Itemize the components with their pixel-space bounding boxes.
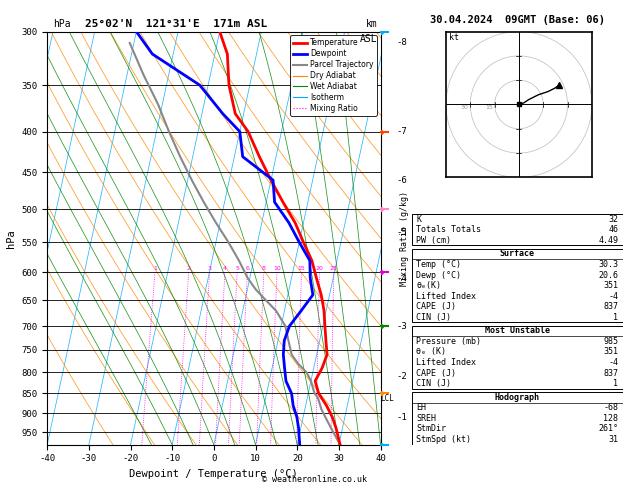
- Text: 837: 837: [603, 302, 618, 311]
- Text: 351: 351: [603, 281, 618, 290]
- Text: CIN (J): CIN (J): [416, 312, 451, 322]
- Text: 4.49: 4.49: [599, 236, 618, 245]
- Text: LCL: LCL: [381, 394, 394, 403]
- Text: 30.3: 30.3: [599, 260, 618, 269]
- Text: CAPE (J): CAPE (J): [416, 302, 456, 311]
- Text: 2: 2: [187, 266, 191, 271]
- Text: Hodograph: Hodograph: [495, 393, 540, 402]
- Text: 1: 1: [613, 379, 618, 388]
- Text: ASL: ASL: [360, 34, 377, 44]
- Text: 30: 30: [461, 105, 469, 110]
- Text: 25: 25: [330, 266, 338, 271]
- Text: hPa: hPa: [53, 19, 71, 29]
- Text: 261°: 261°: [599, 424, 618, 434]
- Text: -68: -68: [603, 403, 618, 412]
- Text: Temp (°C): Temp (°C): [416, 260, 461, 269]
- Text: 20.6: 20.6: [599, 271, 618, 279]
- Text: Totals Totals: Totals Totals: [416, 225, 481, 234]
- Bar: [412, 214, 623, 245]
- Text: 6: 6: [245, 266, 249, 271]
- Text: -7: -7: [396, 127, 407, 136]
- Text: -2: -2: [396, 372, 407, 381]
- Text: θₑ(K): θₑ(K): [416, 281, 441, 290]
- Text: SREH: SREH: [416, 414, 436, 423]
- Text: Pressure (mb): Pressure (mb): [416, 337, 481, 346]
- Text: StmSpd (kt): StmSpd (kt): [416, 435, 471, 444]
- Text: 30.04.2024  09GMT (Base: 06): 30.04.2024 09GMT (Base: 06): [430, 15, 605, 25]
- Text: © weatheronline.co.uk: © weatheronline.co.uk: [262, 474, 367, 484]
- Text: 1: 1: [613, 312, 618, 322]
- Text: Most Unstable: Most Unstable: [485, 327, 550, 335]
- Text: 15: 15: [485, 105, 493, 110]
- Text: 5: 5: [235, 266, 239, 271]
- Text: -4: -4: [608, 358, 618, 367]
- Text: Surface: Surface: [500, 249, 535, 259]
- Text: CIN (J): CIN (J): [416, 379, 451, 388]
- Text: 25°02'N  121°31'E  171m ASL: 25°02'N 121°31'E 171m ASL: [85, 19, 267, 29]
- Text: 15: 15: [298, 266, 306, 271]
- Text: Lifted Index: Lifted Index: [416, 358, 476, 367]
- Text: -4: -4: [396, 274, 407, 283]
- Text: 20: 20: [316, 266, 323, 271]
- Text: 8: 8: [262, 266, 266, 271]
- Text: 4: 4: [223, 266, 227, 271]
- Bar: [412, 249, 623, 322]
- Legend: Temperature, Dewpoint, Parcel Trajectory, Dry Adiabat, Wet Adiabat, Isotherm, Mi: Temperature, Dewpoint, Parcel Trajectory…: [291, 35, 377, 116]
- Text: 46: 46: [608, 225, 618, 234]
- Text: 10: 10: [273, 266, 281, 271]
- Text: 351: 351: [603, 347, 618, 356]
- Text: -4: -4: [608, 292, 618, 300]
- Y-axis label: hPa: hPa: [6, 229, 16, 247]
- Text: 32: 32: [608, 215, 618, 224]
- Text: θₑ (K): θₑ (K): [416, 347, 446, 356]
- Text: PW (cm): PW (cm): [416, 236, 451, 245]
- Text: 3: 3: [208, 266, 211, 271]
- Text: 128: 128: [603, 414, 618, 423]
- Text: kt: kt: [449, 33, 459, 42]
- Text: -1: -1: [396, 413, 407, 422]
- Text: 985: 985: [603, 337, 618, 346]
- Text: -3: -3: [396, 322, 407, 330]
- Text: CAPE (J): CAPE (J): [416, 368, 456, 378]
- Text: EH: EH: [416, 403, 426, 412]
- Text: 31: 31: [608, 435, 618, 444]
- Text: Dewp (°C): Dewp (°C): [416, 271, 461, 279]
- Text: K: K: [416, 215, 421, 224]
- Text: -5: -5: [396, 228, 407, 237]
- Text: -8: -8: [396, 38, 407, 48]
- Text: 837: 837: [603, 368, 618, 378]
- Text: -6: -6: [396, 175, 407, 185]
- X-axis label: Dewpoint / Temperature (°C): Dewpoint / Temperature (°C): [130, 469, 298, 479]
- Text: 1: 1: [153, 266, 157, 271]
- Text: Mixing Ratio (g/kg): Mixing Ratio (g/kg): [400, 191, 409, 286]
- Text: StmDir: StmDir: [416, 424, 446, 434]
- Text: Lifted Index: Lifted Index: [416, 292, 476, 300]
- Text: km: km: [365, 19, 377, 29]
- Bar: [412, 392, 623, 445]
- Bar: [412, 326, 623, 389]
